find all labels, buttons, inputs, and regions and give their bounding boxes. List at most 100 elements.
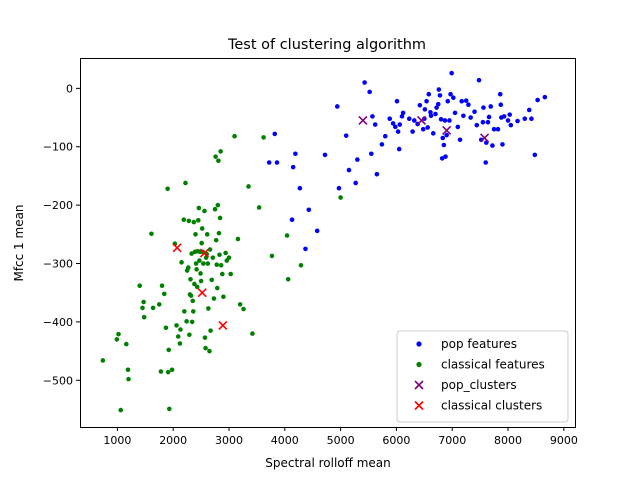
data-point xyxy=(202,208,207,214)
data-point xyxy=(197,258,202,263)
plot-points xyxy=(100,70,548,413)
cluster-marker xyxy=(199,248,210,258)
data-point xyxy=(182,309,187,314)
data-point xyxy=(183,180,188,186)
data-point xyxy=(435,101,441,107)
data-point xyxy=(175,334,181,339)
x-tick-label: 6000 xyxy=(382,434,410,447)
data-point xyxy=(165,369,171,375)
data-point xyxy=(221,294,226,300)
data-point xyxy=(483,160,489,165)
data-point xyxy=(532,152,538,158)
data-point xyxy=(261,135,266,140)
data-point xyxy=(274,160,280,165)
data-point xyxy=(210,255,216,260)
data-point xyxy=(426,91,432,97)
data-point xyxy=(199,226,205,231)
data-point xyxy=(396,146,402,152)
data-point xyxy=(507,112,513,117)
data-point xyxy=(306,207,312,213)
data-point xyxy=(505,118,511,123)
data-point xyxy=(212,206,218,212)
data-point xyxy=(223,250,228,256)
data-point xyxy=(194,284,200,290)
data-point xyxy=(411,118,417,123)
data-point xyxy=(444,132,449,138)
data-point xyxy=(433,111,438,117)
data-point xyxy=(202,335,208,340)
data-point xyxy=(442,118,448,123)
cluster-marker-stroke xyxy=(197,288,207,298)
data-point xyxy=(165,186,170,192)
data-point xyxy=(206,306,211,311)
y-tick-label: −100 xyxy=(43,141,73,154)
data-point xyxy=(334,104,340,109)
data-point xyxy=(500,142,505,147)
data-point xyxy=(196,205,202,211)
legend-x-marker-stroke xyxy=(414,400,424,411)
y-axis-label: Mfcc 1 mean xyxy=(12,204,26,281)
y-tick-label: −200 xyxy=(43,199,73,212)
data-point xyxy=(370,114,375,119)
data-point xyxy=(118,407,124,413)
data-point xyxy=(179,260,184,265)
legend-dot-marker xyxy=(416,361,422,368)
data-point xyxy=(166,406,172,412)
data-point xyxy=(289,217,295,223)
data-point xyxy=(491,126,497,132)
data-point xyxy=(410,129,415,134)
legend-x-marker-stroke xyxy=(414,380,424,390)
data-point xyxy=(246,184,251,189)
data-point xyxy=(476,77,482,83)
data-point xyxy=(228,271,233,277)
data-point xyxy=(220,271,225,277)
data-point xyxy=(114,337,120,342)
data-point xyxy=(150,305,156,311)
data-point xyxy=(535,97,540,103)
cluster-marker xyxy=(197,288,207,298)
data-point xyxy=(472,109,477,115)
data-point xyxy=(177,341,183,346)
data-point xyxy=(343,133,349,138)
data-point xyxy=(140,305,145,311)
data-point xyxy=(178,327,183,332)
data-point xyxy=(218,149,223,154)
data-point xyxy=(393,124,398,130)
data-point xyxy=(369,151,374,157)
data-point xyxy=(290,164,296,170)
data-point xyxy=(451,95,456,101)
data-point xyxy=(457,137,463,143)
data-point xyxy=(390,121,396,126)
cluster-marker-stroke xyxy=(358,115,368,126)
data-point xyxy=(298,262,304,268)
data-point xyxy=(215,202,221,208)
legend-entry: pop_clusters xyxy=(414,378,517,392)
legend-entry: classical clusters xyxy=(414,399,542,413)
data-point xyxy=(187,332,192,338)
cluster-marker-stroke xyxy=(218,320,228,330)
y-tick-label: −500 xyxy=(43,374,73,387)
data-point xyxy=(495,126,501,132)
data-point xyxy=(387,116,393,122)
legend-label: classical features xyxy=(441,358,545,372)
legend-label: classical clusters xyxy=(441,399,542,413)
data-point xyxy=(353,180,358,186)
data-point xyxy=(208,328,213,333)
x-tick-label: 5000 xyxy=(327,434,355,447)
data-point xyxy=(346,167,352,173)
data-point xyxy=(198,271,203,276)
data-point xyxy=(336,185,342,191)
data-point xyxy=(508,122,514,128)
data-point xyxy=(441,142,447,148)
data-point xyxy=(486,114,492,120)
x-tick-label: 1000 xyxy=(103,434,131,447)
legend-x-marker xyxy=(414,400,424,411)
chart-title: Test of clustering algorithm xyxy=(227,37,426,53)
data-point xyxy=(498,102,504,108)
cluster-marker-stroke xyxy=(480,133,490,143)
data-point xyxy=(448,91,453,97)
data-point xyxy=(372,122,378,127)
legend: pop features classical features pop_cluste… xyxy=(396,330,569,423)
data-point xyxy=(232,133,237,139)
x-tick-label: 7000 xyxy=(438,434,466,447)
